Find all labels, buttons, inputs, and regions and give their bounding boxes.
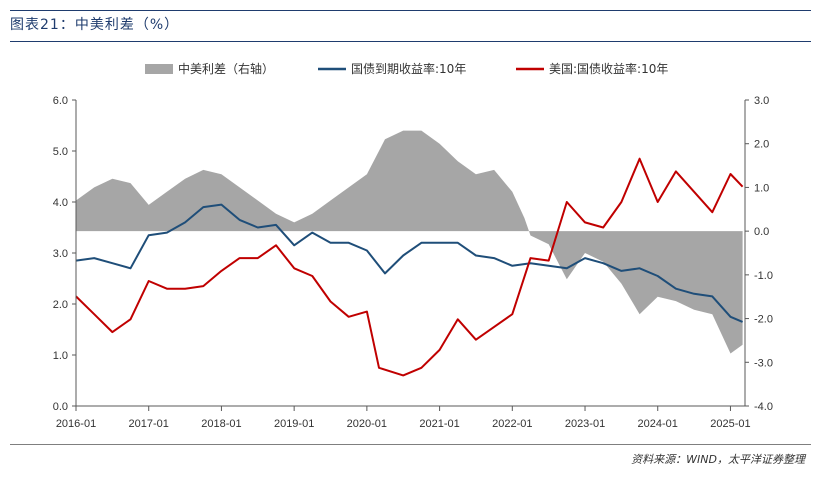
legend-label: 中美利差（右轴） xyxy=(178,61,274,76)
series-china-10y-line xyxy=(75,203,743,323)
x-tick-label: 2024-01 xyxy=(638,418,678,430)
top-rule xyxy=(10,10,811,11)
x-tick-label: 2019-01 xyxy=(274,418,314,430)
series-us-10y-line xyxy=(75,157,744,377)
y-right-tick-label: -4.0 xyxy=(754,401,773,413)
legend-swatch-spread xyxy=(145,64,173,74)
x-tick-label: 2021-01 xyxy=(419,418,459,430)
y-right-tick-label: -1.0 xyxy=(754,270,773,282)
x-tick-label: 2022-01 xyxy=(492,418,532,430)
y-right-tick-label: 0.0 xyxy=(754,226,769,238)
y-right-tick-label: -2.0 xyxy=(754,314,773,326)
y-right-tick-label: 2.0 xyxy=(754,139,769,151)
y-right-tick-label: -3.0 xyxy=(754,357,773,369)
legend-label: 国债到期收益率:10年 xyxy=(351,61,466,76)
x-tick-label: 2020-01 xyxy=(347,418,387,430)
y-left-tick-label: 1.0 xyxy=(53,350,68,362)
bottom-rule xyxy=(10,444,811,445)
x-tick-label: 2023-01 xyxy=(565,418,605,430)
y-left-tick-label: 6.0 xyxy=(53,95,68,107)
series-spread-area xyxy=(76,130,743,354)
y-left-tick-label: 2.0 xyxy=(53,299,68,311)
x-tick-label: 2025-01 xyxy=(710,418,750,430)
y-left-tick-label: 3.0 xyxy=(53,248,68,260)
y-left-tick-label: 5.0 xyxy=(53,146,68,158)
y-right-tick-label: 3.0 xyxy=(754,95,769,107)
x-tick-label: 2018-01 xyxy=(201,418,241,430)
chart-canvas: 0.0 1.0 2.0 3.0 4.0 5.0 6.0 -4.0 -3.0 -2.0 -1.0 0.0… xyxy=(53,61,773,430)
x-tick-label: 2016-01 xyxy=(56,418,96,430)
chart-title: 图表21：中美利差（%） xyxy=(10,17,180,33)
source-note: 资料来源：WIND，太平洋证券整理 xyxy=(631,453,805,466)
y-left-tick-label: 4.0 xyxy=(53,197,68,209)
y-right-tick-label: 1.0 xyxy=(754,182,769,194)
x-tick-label: 2017-01 xyxy=(129,418,169,430)
title-rule xyxy=(10,41,811,42)
y-left-tick-label: 0.0 xyxy=(53,401,68,413)
legend-label: 美国:国债收益率:10年 xyxy=(549,61,668,76)
